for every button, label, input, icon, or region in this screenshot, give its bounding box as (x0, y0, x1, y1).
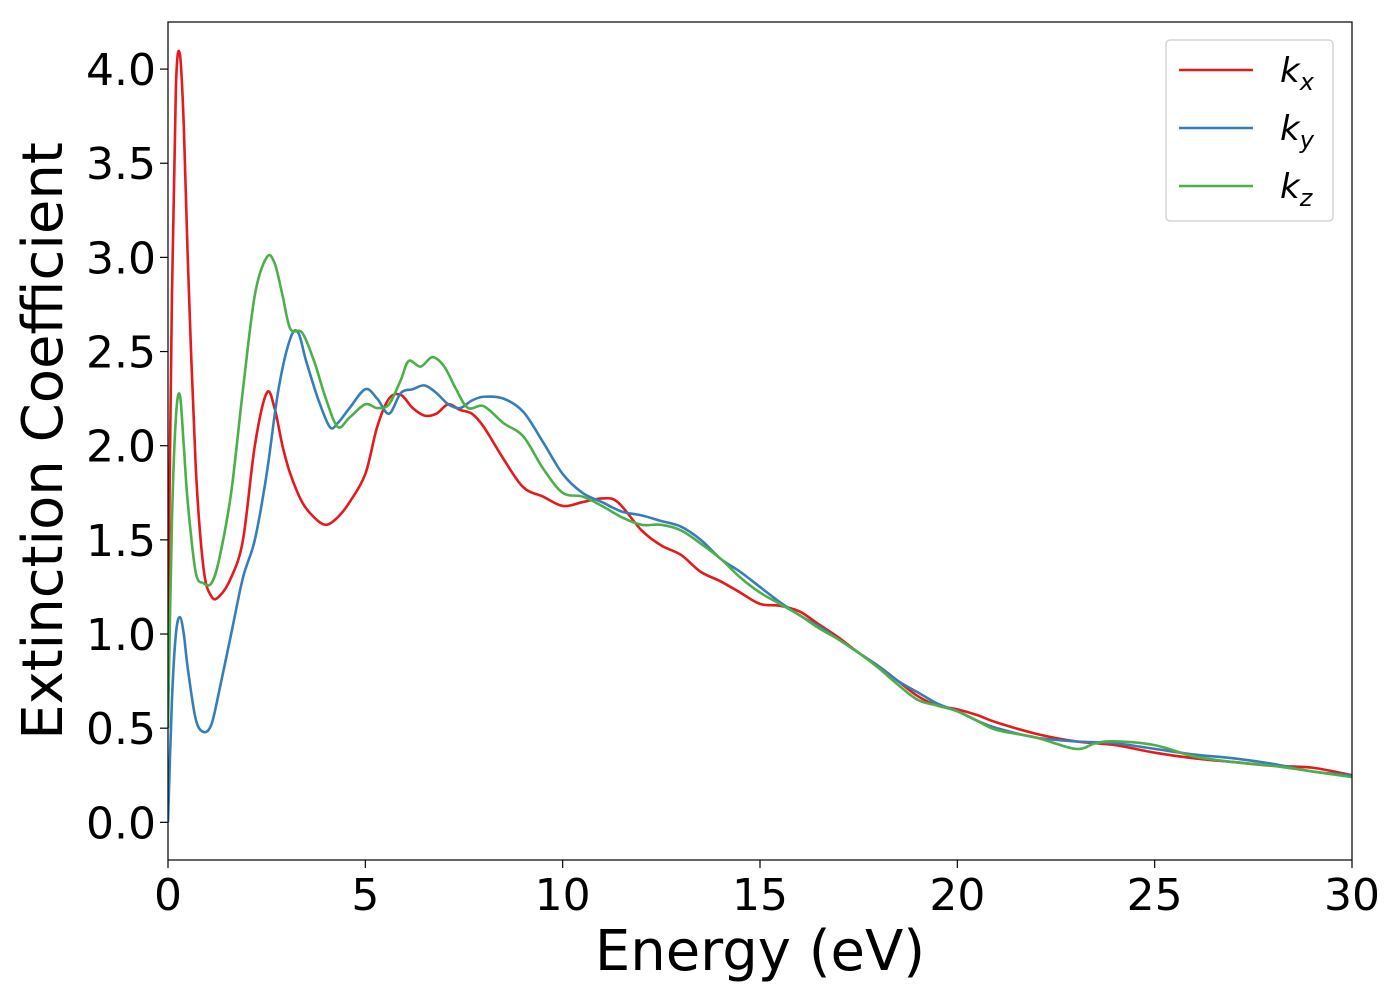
legend: kx ky kz (1165, 39, 1334, 222)
x-tick-label: 15 (732, 870, 788, 921)
x-axis-title: Energy (eV) (595, 919, 925, 984)
y-tick-label: 3.0 (86, 233, 156, 284)
y-tick-label: 0.0 (86, 798, 156, 849)
x-axis: 0 5 10 15 20 25 30 (154, 860, 1380, 921)
legend-label-ky: ky (1280, 109, 1315, 154)
x-tick-label: 5 (351, 870, 379, 921)
y-tick-label: 4.0 (86, 45, 156, 96)
y-tick-label: 2.5 (86, 328, 156, 379)
legend-frame (1165, 39, 1334, 222)
legend-label-kz: kz (1280, 167, 1314, 212)
x-tick-label: 0 (154, 870, 182, 921)
x-tick-label: 20 (929, 870, 985, 921)
series-line-kz (168, 253, 1352, 779)
y-axis-title: Extinction Coefficient (11, 142, 76, 740)
series-layer (168, 49, 1352, 823)
y-tick-label: 2.0 (86, 422, 156, 473)
legend-label-kx: kx (1280, 51, 1315, 96)
x-tick-label: 30 (1324, 870, 1380, 921)
y-axis: 0.0 0.5 1.0 1.5 2.0 2.5 3.0 3.5 4.0 (86, 45, 168, 849)
x-tick-label: 10 (535, 870, 591, 921)
y-tick-label: 1.5 (86, 516, 156, 567)
x-tick-label: 25 (1127, 870, 1183, 921)
y-tick-label: 0.5 (86, 704, 156, 755)
y-tick-label: 1.0 (86, 610, 156, 661)
y-tick-label: 3.5 (86, 139, 156, 190)
